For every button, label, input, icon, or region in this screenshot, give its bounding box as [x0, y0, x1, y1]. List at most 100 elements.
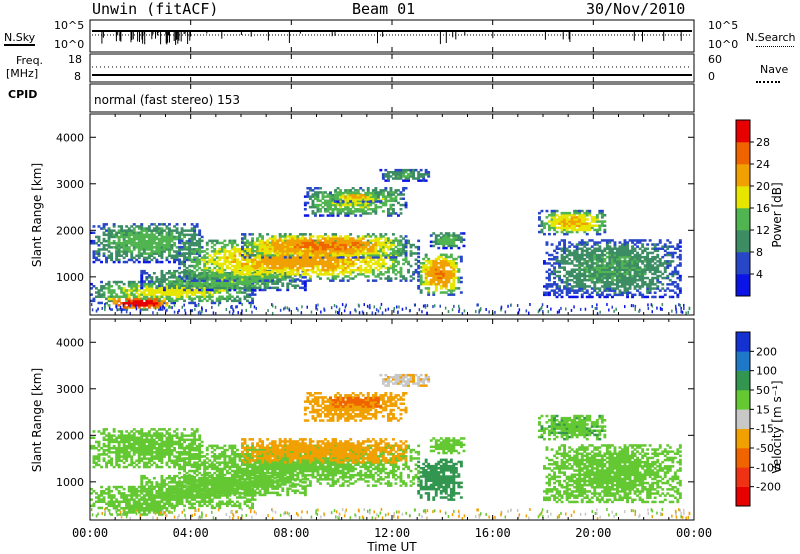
power-cell: [225, 250, 229, 253]
power-cell: [225, 266, 229, 270]
power-cell: [399, 193, 403, 196]
power-cell: [407, 168, 410, 172]
power-cell: [223, 279, 227, 282]
power-cell: [102, 252, 106, 255]
power-cell: [585, 251, 589, 255]
power-cell: [545, 216, 549, 219]
power-cell: [218, 285, 222, 288]
power-cell: [243, 295, 247, 298]
power-cell: [397, 193, 400, 196]
power-cell: [137, 242, 141, 245]
power-cell: [142, 256, 146, 260]
power-cell: [427, 259, 431, 263]
power-cell: [412, 271, 415, 274]
power-cell: [306, 193, 310, 196]
power-cell: [316, 241, 320, 245]
power-cell: [326, 252, 330, 255]
power-cell: [271, 262, 275, 266]
power-cell: [349, 196, 353, 199]
power-cell: [127, 250, 131, 253]
power-cell: [170, 235, 174, 239]
power-cell: [623, 289, 627, 292]
power-cell: [198, 239, 202, 243]
power-cell: [152, 250, 156, 253]
power-cell: [626, 262, 629, 265]
power-cell: [580, 285, 584, 288]
power-cell: [548, 268, 551, 271]
power-cell: [326, 210, 330, 213]
power-cell: [389, 277, 393, 280]
power-cell: [402, 247, 405, 251]
power-cell: [593, 218, 597, 221]
power-cell: [319, 245, 322, 249]
power-cell: [251, 252, 254, 255]
power-cell: [331, 199, 335, 203]
power-cell: [658, 260, 662, 263]
power-cell: [303, 241, 307, 244]
power-cell: [376, 196, 380, 199]
power-cell: [122, 256, 126, 260]
power-cell: [616, 274, 619, 278]
power-cell: [329, 260, 332, 264]
power-cell: [671, 253, 675, 257]
power-cell: [324, 237, 327, 240]
power-cell: [183, 288, 186, 292]
power-cell: [641, 268, 645, 271]
power-cell: [311, 235, 315, 238]
power-cell: [314, 271, 317, 274]
power-cell: [271, 266, 275, 270]
power-cell: [636, 241, 639, 244]
power-cell: [283, 237, 287, 240]
power-cell: [633, 276, 637, 280]
power-cell: [419, 179, 423, 182]
power-cell: [359, 245, 363, 249]
power-cell: [432, 266, 436, 269]
power-cell: [185, 241, 189, 245]
power-cell: [298, 260, 302, 264]
power-cell: [142, 250, 146, 253]
power-cell: [210, 260, 214, 264]
power-cell: [618, 245, 622, 248]
power-cell: [560, 262, 564, 265]
power-cell: [208, 285, 212, 288]
power-cell: [293, 243, 297, 247]
power-cell: [298, 286, 302, 290]
power-cell: [90, 293, 93, 296]
power-cell: [266, 233, 270, 236]
power-cell: [636, 278, 639, 282]
power-cell: [331, 247, 335, 251]
power-cell: [286, 243, 290, 247]
power-cell: [666, 287, 670, 290]
power-cell: [97, 254, 101, 257]
power-cell: [462, 238, 466, 241]
power-cell: [349, 273, 353, 276]
power-cell: [316, 208, 320, 211]
power-cell: [190, 239, 194, 243]
power-cell: [147, 280, 151, 283]
power-cell: [666, 253, 670, 257]
power-cell: [578, 274, 582, 278]
power-cell: [112, 299, 116, 303]
power-cell: [369, 191, 373, 195]
power-cell: [563, 251, 566, 255]
power-cell: [276, 262, 280, 266]
power-cell: [256, 243, 259, 247]
power-cell: [331, 245, 335, 249]
power-cell: [638, 293, 642, 297]
power-cell: [452, 293, 456, 296]
power-cell: [225, 297, 229, 301]
power-cell: [605, 274, 609, 278]
power-cell: [152, 302, 156, 305]
power-cell: [306, 252, 310, 255]
power-cell: [306, 191, 310, 194]
power-cell: [414, 258, 418, 261]
power-cell: [241, 264, 244, 268]
power-cell: [125, 235, 129, 239]
power-cell: [150, 295, 154, 299]
power-cell: [648, 258, 652, 261]
power-cell: [137, 280, 141, 284]
power-cell: [447, 280, 451, 284]
power-cell: [646, 291, 650, 294]
power-cell: [588, 253, 592, 257]
power-cell: [283, 262, 287, 266]
